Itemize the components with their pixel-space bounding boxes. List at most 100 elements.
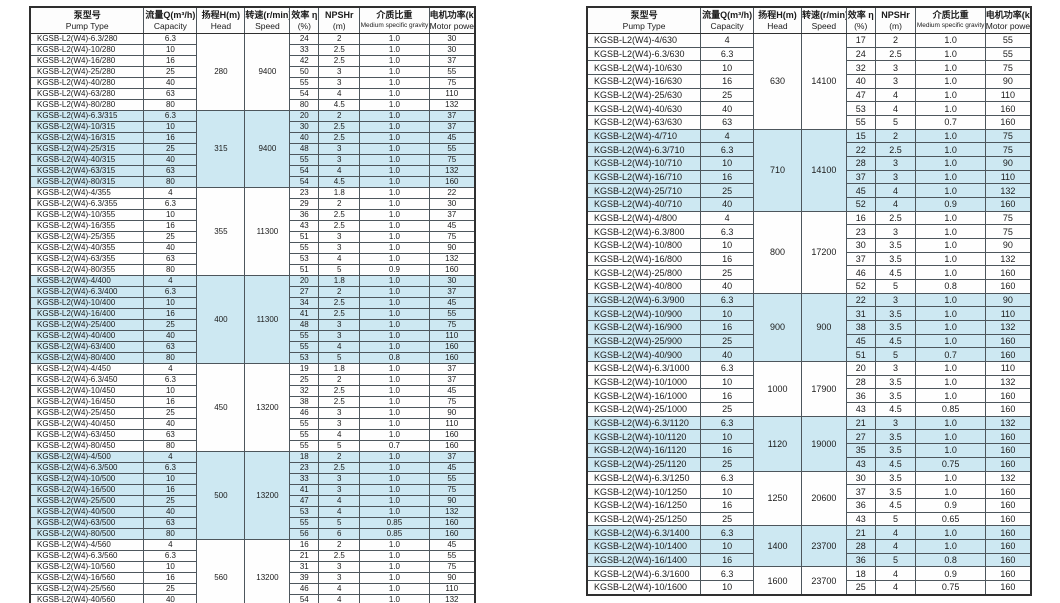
- cell-capacity: 25: [700, 87, 754, 103]
- cell-capacity: 25: [143, 319, 198, 331]
- cell-capacity: 80: [143, 176, 198, 188]
- table-row: KGSB-L2(W4)-40/630 40 53 4 1.0 160: [586, 101, 1032, 117]
- cell-efficiency: 30: [289, 121, 320, 133]
- column-header-zh: 扬程H(m): [758, 10, 797, 20]
- cell-pump-type: KGSB-L2(W4)-6.3/1250: [586, 470, 702, 486]
- cell-efficiency: 43: [845, 511, 876, 527]
- cell-pump-type: KGSB-L2(W4)-16/315: [29, 132, 145, 144]
- cell-capacity: 80: [143, 440, 198, 452]
- cell-npshr: 4: [874, 197, 917, 212]
- cell-speed: 14100: [800, 128, 847, 212]
- cell-pump-type: KGSB-L2(W4)-6.3/1600: [586, 566, 702, 581]
- cell-capacity: 6.3: [143, 462, 198, 474]
- cell-gravity: 1.0: [359, 209, 430, 221]
- table-row: KGSB-L2(W4)-4/400 4 400 11300 20 1.8 1.0 30: [29, 275, 476, 364]
- cell-npshr: 3: [318, 77, 361, 89]
- cell-capacity: 16: [143, 572, 198, 584]
- table-row: KGSB-L2(W4)-80/280 80 80 4.5 1.0 132: [29, 99, 476, 111]
- cell-pump-type: KGSB-L2(W4)-25/400: [29, 319, 145, 331]
- cell-capacity: 10: [143, 209, 198, 221]
- cell-npshr: 4: [874, 525, 917, 540]
- cell-pump-type: KGSB-L2(W4)-10/400: [29, 297, 145, 309]
- cell-efficiency: 20: [845, 361, 876, 376]
- column-header-en: Speed: [255, 21, 280, 31]
- cell-gravity: 1.0: [915, 101, 986, 117]
- table-row: KGSB-L2(W4)-40/900 40 51 5 0.7 160: [586, 347, 1032, 363]
- cell-gravity: 1.0: [359, 330, 430, 342]
- cell-npshr: 3.5: [874, 443, 917, 458]
- cell-pump-type: KGSB-L2(W4)-40/315: [29, 154, 145, 166]
- cell-motor-power: 110: [428, 330, 476, 342]
- table-row: KGSB-L2(W4)-6.3/315 6.3 315 9400 20 2 1.0 37: [29, 110, 476, 188]
- cell-pump-type: KGSB-L2(W4)-16/630: [586, 74, 702, 89]
- column-header-zh: 泵型号: [630, 10, 658, 20]
- cell-capacity: 10: [700, 429, 754, 445]
- cell-npshr: 4: [874, 566, 917, 581]
- cell-npshr: 2.5: [874, 142, 917, 158]
- cell-capacity: 80: [143, 99, 198, 111]
- cell-capacity: 4: [143, 539, 198, 551]
- table-row: KGSB-L2(W4)-16/800 16 37 3.5 1.0 132: [586, 251, 1032, 267]
- cell-npshr: 3: [874, 224, 917, 240]
- cell-efficiency: 40: [845, 74, 876, 89]
- cell-gravity: 1.0: [359, 473, 430, 485]
- cell-gravity: 0.75: [915, 456, 986, 472]
- cell-gravity: 1.0: [359, 418, 430, 430]
- cell-gravity: 1.0: [915, 238, 986, 253]
- cell-gravity: 1.0: [915, 429, 986, 445]
- cell-motor-power: 132: [984, 251, 1032, 267]
- table-row: KGSB-L2(W4)-6.3/710 6.3 22 2.5 1.0 75: [586, 142, 1032, 158]
- cell-pump-type: KGSB-L2(W4)-40/630: [586, 101, 702, 117]
- cell-npshr: 5: [874, 347, 917, 363]
- cell-efficiency: 45: [845, 183, 876, 199]
- cell-npshr: 5: [874, 115, 917, 130]
- cell-pump-type: KGSB-L2(W4)-16/710: [586, 169, 702, 185]
- cell-gravity: 1.0: [359, 121, 430, 133]
- cell-npshr: 4: [318, 495, 361, 507]
- column-header-en: (%): [854, 21, 868, 31]
- cell-capacity: 16: [700, 320, 754, 335]
- cell-motor-power: 90: [428, 572, 476, 584]
- table-row: KGSB-L2(W4)-6.3/1250 6.3 1250 20600 30 3.5 1.0…: [586, 470, 1032, 527]
- cell-efficiency: 35: [845, 443, 876, 458]
- cell-npshr: 3: [318, 330, 361, 342]
- table-row: KGSB-L2(W4)-16/400 16 41 2.5 1.0 55: [29, 308, 476, 320]
- cell-pump-type: KGSB-L2(W4)-40/710: [586, 197, 702, 212]
- table-row: KGSB-L2(W4)-6.3/1600 6.3 1600 23700 18 4 0.9 16…: [586, 566, 1032, 596]
- cell-efficiency: 20: [289, 275, 320, 287]
- cell-npshr: 4: [318, 253, 361, 265]
- cell-gravity: 1.0: [915, 333, 986, 349]
- cell-head: 355: [196, 187, 246, 276]
- cell-npshr: 3: [318, 561, 361, 573]
- cell-speed: 19000: [800, 415, 847, 472]
- cell-motor-power: 160: [984, 443, 1032, 458]
- cell-efficiency: 47: [845, 87, 876, 103]
- cell-gravity: 1.0: [915, 156, 986, 171]
- cell-motor-power: 55: [428, 550, 476, 562]
- cell-pump-type: KGSB-L2(W4)-6.3/400: [29, 286, 145, 298]
- cell-npshr: 2.5: [318, 308, 361, 320]
- cell-gravity: 1.0: [915, 484, 986, 499]
- cell-capacity: 16: [700, 251, 754, 267]
- cell-pump-type: KGSB-L2(W4)-16/1000: [586, 388, 702, 404]
- cell-efficiency: 54: [289, 594, 320, 603]
- cell-efficiency: 36: [845, 388, 876, 404]
- cell-npshr: 2: [318, 110, 361, 122]
- cell-efficiency: 20: [289, 110, 320, 122]
- cell-npshr: 3.5: [874, 320, 917, 335]
- cell-npshr: 3.5: [874, 388, 917, 404]
- cell-gravity: 1.0: [915, 306, 986, 322]
- cell-efficiency: 33: [289, 44, 320, 56]
- cell-motor-power: 160: [984, 552, 1032, 568]
- cell-capacity: 6.3: [700, 470, 754, 486]
- cell-motor-power: 160: [984, 115, 1032, 130]
- cell-gravity: 0.8: [359, 352, 430, 364]
- cell-npshr: 4: [318, 165, 361, 177]
- cell-npshr: 4.5: [318, 99, 361, 111]
- table-row: KGSB-L2(W4)-10/1400 10 28 4 1.0 160: [586, 538, 1032, 554]
- cell-npshr: 3.5: [874, 484, 917, 499]
- cell-pump-type: KGSB-L2(W4)-6.3/450: [29, 374, 145, 386]
- cell-pump-type: KGSB-L2(W4)-63/500: [29, 517, 145, 529]
- cell-capacity: 4: [143, 451, 198, 463]
- cell-pump-type: KGSB-L2(W4)-63/400: [29, 341, 145, 353]
